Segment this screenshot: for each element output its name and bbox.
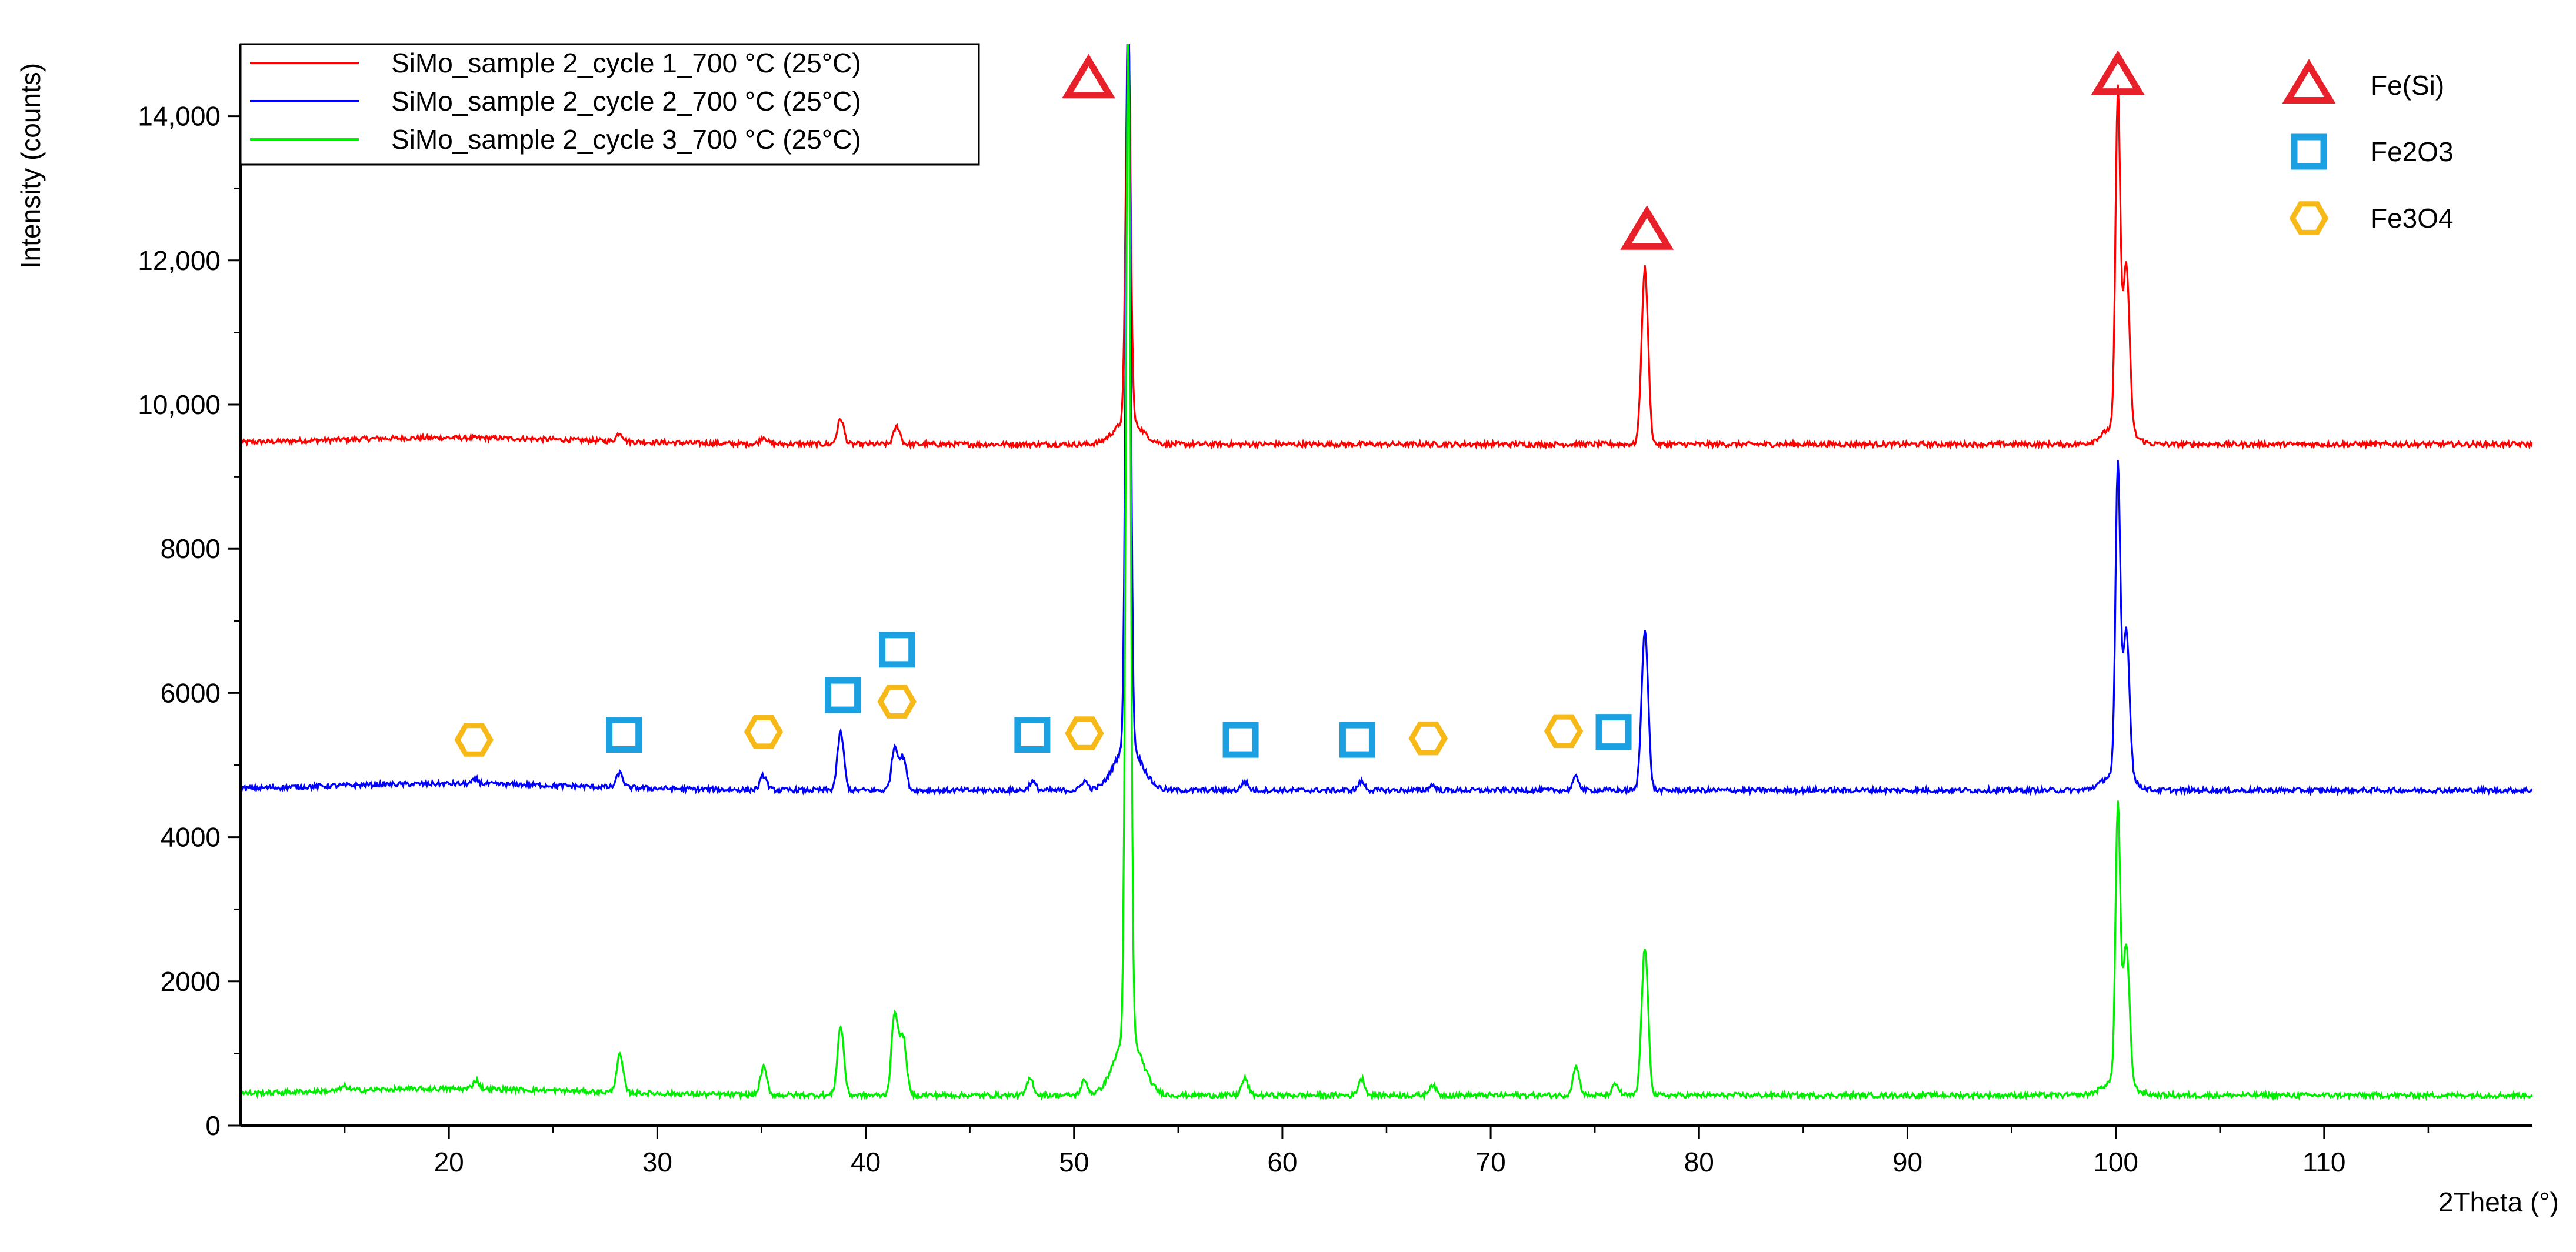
- legend-label: SiMo_sample 2_cycle 1_700 °C (25°C): [391, 48, 861, 78]
- phase-marker-square: [606, 717, 642, 753]
- y-tick-label: 0: [205, 1110, 221, 1141]
- phase-legend-hexagon-icon: [2289, 201, 2329, 235]
- phase-marker-triangle: [2091, 50, 2145, 95]
- x-tick-label: 20: [434, 1147, 464, 1177]
- phase-marker-hexagon: [1065, 716, 1104, 750]
- phase-marker-hexagon: [744, 715, 784, 749]
- y-axis-title: Intensity (counts): [15, 63, 46, 269]
- phase-marker-hexagon: [1544, 714, 1584, 749]
- series-line-2: [241, 44, 2532, 797]
- phase-marker-hexagon: [1408, 721, 1448, 756]
- series-legend: SiMo_sample 2_cycle 1_700 °C (25°C) SiMo_…: [239, 43, 980, 166]
- x-tick-label: 60: [1267, 1147, 1297, 1177]
- phase-marker-square: [825, 677, 861, 713]
- y-tick-label: 4000: [161, 822, 221, 853]
- phase-legend-label: Fe2O3: [2371, 136, 2454, 167]
- phase-legend-square-icon: [2291, 133, 2327, 170]
- x-tick-label: 30: [642, 1147, 672, 1177]
- y-tick-label: 10,000: [138, 389, 221, 420]
- legend-label: SiMo_sample 2_cycle 2_700 °C (25°C): [391, 86, 861, 116]
- x-tick-label: 40: [851, 1147, 881, 1177]
- legend-label: SiMo_sample 2_cycle 3_700 °C (25°C): [391, 124, 861, 155]
- phase-marker-triangle: [1062, 54, 1115, 99]
- phase-legend: Fe(Si) Fe2O3 Fe3O4: [2282, 59, 2454, 235]
- legend-box: [239, 43, 980, 166]
- x-axis-title: 2Theta (°): [2438, 1187, 2559, 1217]
- phase-legend-label: Fe(Si): [2371, 70, 2444, 101]
- y-tick-label: 12,000: [138, 245, 221, 276]
- y-tick-label: 8000: [161, 533, 221, 564]
- x-tick-label: 110: [2302, 1147, 2345, 1177]
- series-layer: [241, 44, 2532, 1101]
- phase-marker-square: [1222, 722, 1259, 758]
- phase-legend-triangle-icon: [2282, 59, 2336, 104]
- y-tick-label: 14,000: [138, 101, 221, 132]
- x-tick-label: 80: [1684, 1147, 1714, 1177]
- phase-marker-square: [879, 632, 915, 668]
- phase-marker-hexagon: [454, 723, 494, 757]
- phase-marker-square: [1595, 714, 1632, 750]
- x-tick-label: 70: [1476, 1147, 1506, 1177]
- x-tick-label: 100: [2093, 1147, 2138, 1177]
- series-line-3: [241, 44, 2532, 1101]
- phase-marker-square: [1014, 717, 1051, 753]
- axes: 20 30 40 50 60 70 80 90 100 110 0 2000 4000 6000 8000 1…: [138, 44, 2532, 1177]
- y-tick-label: 6000: [161, 677, 221, 708]
- x-tick-label: 50: [1059, 1147, 1089, 1177]
- y-tick-label: 2000: [161, 966, 221, 997]
- phase-marker-hexagon: [877, 685, 917, 719]
- phase-legend-label: Fe3O4: [2371, 203, 2454, 233]
- phase-marker-triangle: [1620, 205, 1674, 250]
- phase-marker-layer: [454, 50, 2145, 758]
- phase-marker-square: [1339, 722, 1375, 758]
- x-tick-label: 90: [1892, 1147, 1922, 1177]
- series-line-1: [241, 44, 2532, 450]
